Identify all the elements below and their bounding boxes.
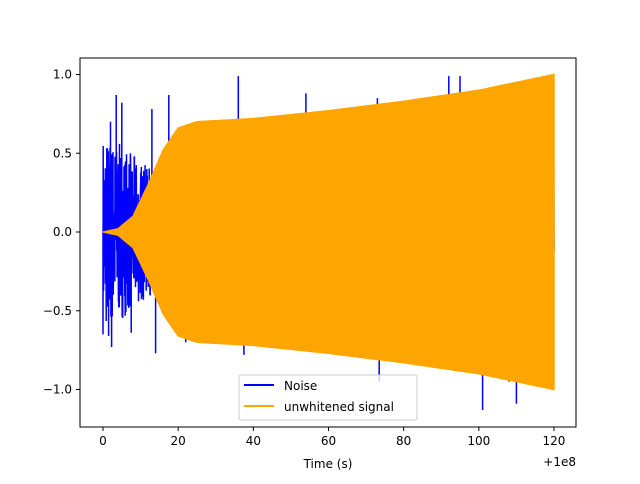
y-tick-label: −1.0 <box>43 383 72 397</box>
x-tick-label: 20 <box>171 434 186 448</box>
x-offset-label: +1e8 <box>543 455 576 469</box>
y-tick-label: 0.0 <box>53 225 72 239</box>
x-axis-label: Time (s) <box>303 457 353 471</box>
x-tick-label: 100 <box>467 434 490 448</box>
series-signal-fill <box>102 73 555 391</box>
x-tick-label: 60 <box>321 434 336 448</box>
y-tick-label: −0.5 <box>43 304 72 318</box>
legend-label-noise: Noise <box>284 379 317 393</box>
legend-label-signal: unwhitened signal <box>284 400 394 414</box>
y-tick-label: 1.0 <box>53 68 72 82</box>
legend-box <box>238 374 418 421</box>
x-tick-label: 80 <box>396 434 411 448</box>
x-tick-label: 120 <box>543 434 566 448</box>
x-tick-label: 0 <box>99 434 107 448</box>
legend: Noise unwhitened signal <box>238 374 418 421</box>
x-tick-label: 40 <box>246 434 261 448</box>
y-tick-label: 0.5 <box>53 146 72 160</box>
